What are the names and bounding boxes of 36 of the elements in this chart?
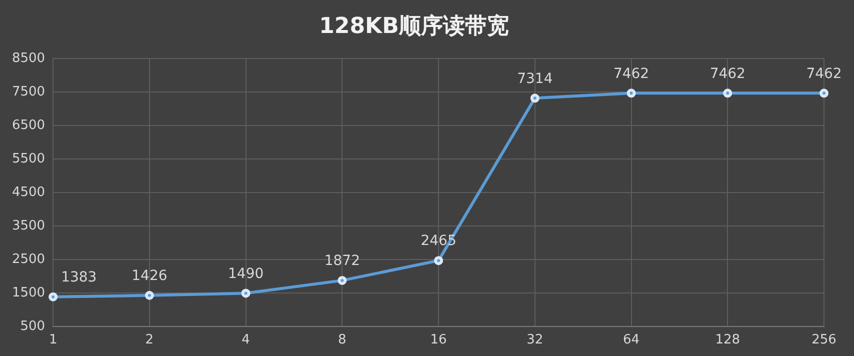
point — [820, 88, 828, 98]
y-tick-label: 5500 — [12, 151, 46, 166]
y-tick-label: 8500 — [12, 50, 46, 66]
x-tick-label: 256 — [812, 332, 836, 348]
data-label: 7462 — [806, 66, 842, 82]
y-tick-label: 1500 — [12, 285, 46, 300]
data-label: 7462 — [613, 66, 650, 82]
data-label: 1490 — [228, 266, 264, 282]
y-tick-label: 6500 — [12, 118, 46, 133]
y-tick-label: 3500 — [12, 218, 46, 234]
y-tick-label: 2500 — [12, 252, 46, 267]
point — [626, 88, 636, 98]
point — [338, 276, 347, 285]
x-tick-label: 4 — [242, 332, 250, 348]
point — [48, 292, 58, 302]
point — [241, 288, 250, 298]
x-tick-label: 32 — [526, 332, 544, 348]
y-tick-label: 4500 — [12, 184, 46, 200]
y-tick-label: 500 — [20, 318, 46, 334]
point — [530, 94, 540, 103]
data-label: 7314 — [517, 70, 553, 87]
point — [434, 256, 444, 266]
data-label: 1383 — [61, 269, 97, 286]
x-tick-label: 128 — [715, 332, 740, 348]
x-tick-label: 1 — [48, 332, 58, 348]
point — [144, 290, 154, 300]
x-tick-label: 64 — [623, 332, 640, 348]
data-label: 1426 — [132, 268, 168, 284]
y-tick-label: 7500 — [12, 84, 46, 100]
x-tick-label: 2 — [145, 332, 154, 348]
point — [723, 88, 732, 98]
data-label: 1872 — [324, 253, 360, 270]
data-label: 7462 — [710, 66, 746, 82]
chart-title: 128KB顺序读带宽 — [319, 12, 509, 39]
x-tick-label: 16 — [430, 332, 447, 348]
x-tick-label: 8 — [338, 332, 346, 348]
